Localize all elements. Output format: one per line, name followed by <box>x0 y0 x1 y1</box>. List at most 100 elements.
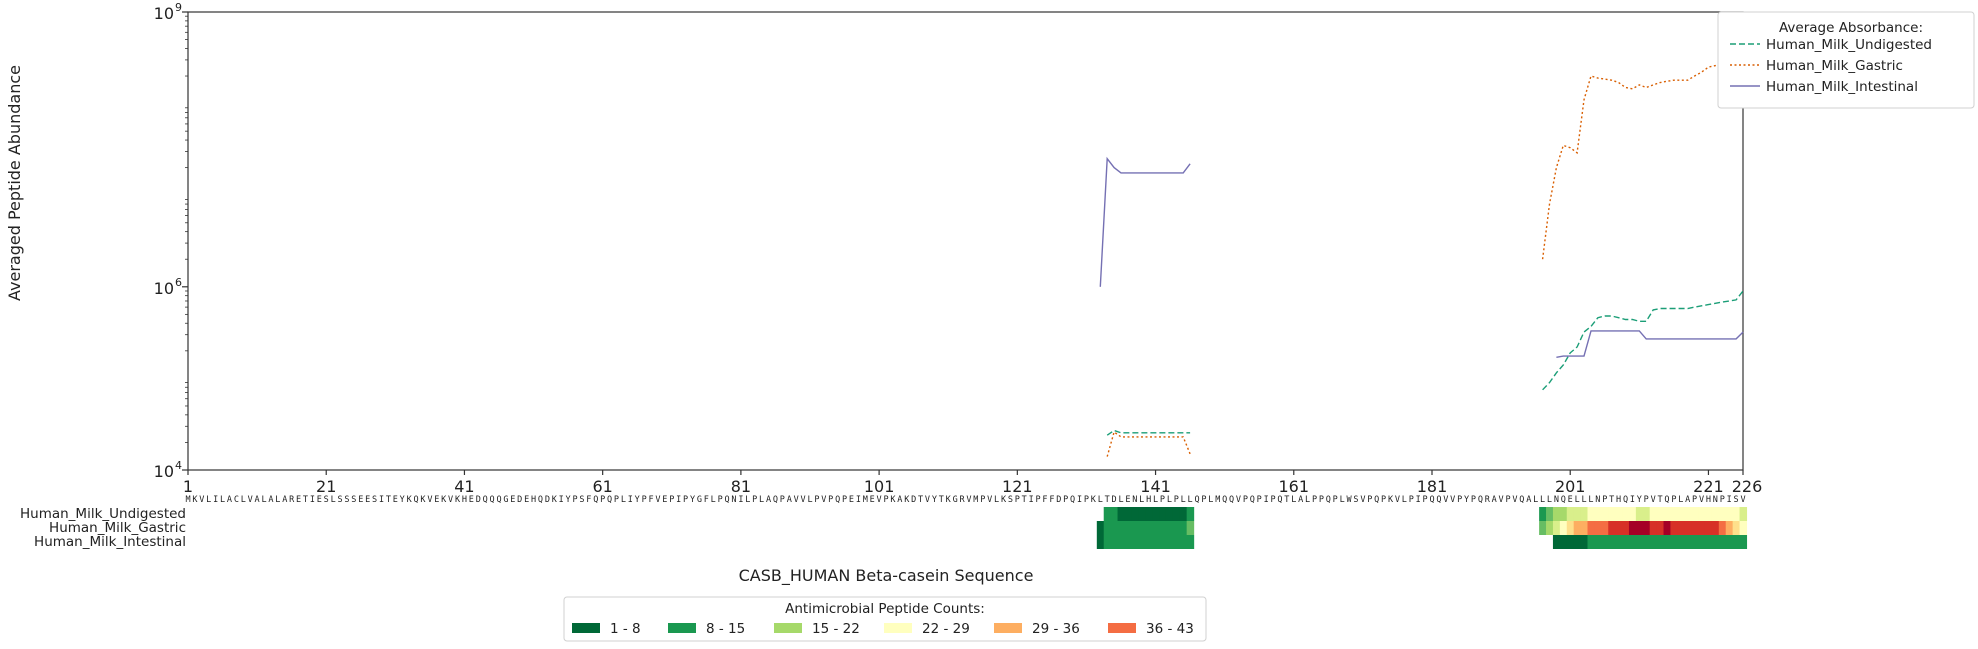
heatmap-cell <box>1587 521 1596 535</box>
sequence-residue: P <box>1243 495 1248 505</box>
sequence-residue: T <box>918 495 923 505</box>
sequence-residue: V <box>655 495 660 505</box>
sequence-residue: P <box>718 495 723 505</box>
heatmap-cell <box>1587 507 1596 521</box>
heatmap-cell <box>1718 507 1727 521</box>
sequence-residue: F <box>586 495 591 505</box>
x-tick-label: 81 <box>731 477 751 496</box>
heatmap-cell <box>1103 521 1112 535</box>
sequence-residue: L <box>1575 495 1580 505</box>
sequence-residue: V <box>821 495 826 505</box>
sequence-residue: E <box>317 495 322 505</box>
sequence-residue: Q <box>1326 495 1331 505</box>
sequence-residue: F <box>648 495 653 505</box>
count-legend-swatch <box>572 623 600 633</box>
heatmap-cell <box>1117 507 1126 521</box>
heatmap-cell <box>1110 535 1119 549</box>
sequence-residue: K <box>1001 495 1007 505</box>
sequence-residue: P <box>1257 495 1262 505</box>
sequence-residue: P <box>1063 495 1068 505</box>
heatmap-cell <box>1159 521 1167 535</box>
sequence-residue: V <box>1740 495 1745 505</box>
sequence-residue: L <box>759 495 764 505</box>
sequence-residue: T <box>1658 495 1663 505</box>
sequence-residue: E <box>510 495 515 505</box>
sequence-residue: V <box>199 495 204 505</box>
x-tick-label: 41 <box>454 477 474 496</box>
sequence-residue: Q <box>1519 495 1524 505</box>
sequence-residue: I <box>1727 495 1732 505</box>
sequence-residue: V <box>1651 495 1656 505</box>
sequence-residue: Q <box>1429 495 1434 505</box>
heatmap-cell <box>1096 521 1105 535</box>
heatmap-cell <box>1622 521 1630 535</box>
heatmap-cell <box>1539 507 1547 521</box>
heatmap-cell <box>1131 507 1139 521</box>
sequence-residue: V <box>925 495 930 505</box>
heatmap-cell <box>1601 507 1609 521</box>
heatmap-cell <box>1580 521 1589 535</box>
sequence-residue: M <box>185 495 190 505</box>
sequence-residue: H <box>462 495 467 505</box>
sequence-residue: L <box>1118 495 1123 505</box>
heatmap-cell <box>1725 535 1734 549</box>
heatmap-cell <box>1711 535 1720 549</box>
heatmap-cell <box>1566 535 1575 549</box>
sequence-residue: P <box>1457 495 1462 505</box>
heatmap-cell <box>1172 535 1181 549</box>
heatmap-cell <box>1704 507 1713 521</box>
heatmap-row-label: Human_Milk_Undigested <box>20 506 186 522</box>
sequence-residue: S <box>1008 495 1013 505</box>
sequence-residue: S <box>372 495 377 505</box>
sequence-residue: Q <box>593 495 598 505</box>
sequence-residue: P <box>614 495 619 505</box>
heatmap-cell <box>1559 507 1568 521</box>
heatmap-cell <box>1117 521 1126 535</box>
sequence-residue: P <box>1333 495 1338 505</box>
heatmap-cell <box>1138 507 1146 521</box>
heatmap-cell <box>1580 535 1589 549</box>
sequence-residue: P <box>814 495 819 505</box>
sequence-residue: K <box>946 495 952 505</box>
sequence-residue: V <box>1443 495 1448 505</box>
heatmap-cell <box>1649 535 1658 549</box>
sequence-residue: Q <box>1222 495 1227 505</box>
sequence-residue: V <box>1512 495 1517 505</box>
series-legend-label: Human_Milk_Undigested <box>1766 37 1932 53</box>
sequence-residue: K <box>552 495 558 505</box>
heatmap-cell <box>1732 521 1741 535</box>
x-axis-ticks: 1 21 41 61 81 101 121 141 161 181 201 221 226 <box>183 470 1762 496</box>
sequence-residue: P <box>669 495 674 505</box>
sequence-residue: P <box>1692 495 1697 505</box>
sequence-residue: T <box>386 495 391 505</box>
sequence-residue: E <box>662 495 667 505</box>
heatmap-cell <box>1642 521 1651 535</box>
sequence-residue: A <box>255 495 260 505</box>
heatmap-cell <box>1594 521 1602 535</box>
sequence-residue: V <box>801 495 806 505</box>
sequence-residue: T <box>303 495 308 505</box>
sequence-residue: V <box>966 495 971 505</box>
y-tick-label: 10 <box>154 279 174 298</box>
heatmap-cell <box>1546 507 1554 521</box>
sequence-residue: R <box>1485 495 1491 505</box>
x-tick-label: 221 <box>1693 477 1724 496</box>
sequence-residue: I <box>213 495 218 505</box>
heatmap-cell <box>1131 521 1139 535</box>
sequence-residue: K <box>420 495 426 505</box>
sequence-residue: P <box>980 495 985 505</box>
sequence-residue: L <box>1153 495 1158 505</box>
series-line-human-milk-undigested <box>1542 290 1744 391</box>
sequence-residue: S <box>324 495 329 505</box>
heatmap-cell <box>1656 507 1665 521</box>
sequence-residue: S <box>351 495 356 505</box>
sequence-residue: L <box>1208 495 1213 505</box>
heatmap-cell <box>1698 535 1706 549</box>
heatmap-cell <box>1615 535 1623 549</box>
sequence-residue: E <box>434 495 439 505</box>
sequence-residue: K <box>441 495 447 505</box>
sequence-residue: V <box>1499 495 1504 505</box>
sequence-residue: I <box>1264 495 1269 505</box>
sequence-residue: L <box>1540 495 1545 505</box>
sequence-residue: Q <box>835 495 840 505</box>
